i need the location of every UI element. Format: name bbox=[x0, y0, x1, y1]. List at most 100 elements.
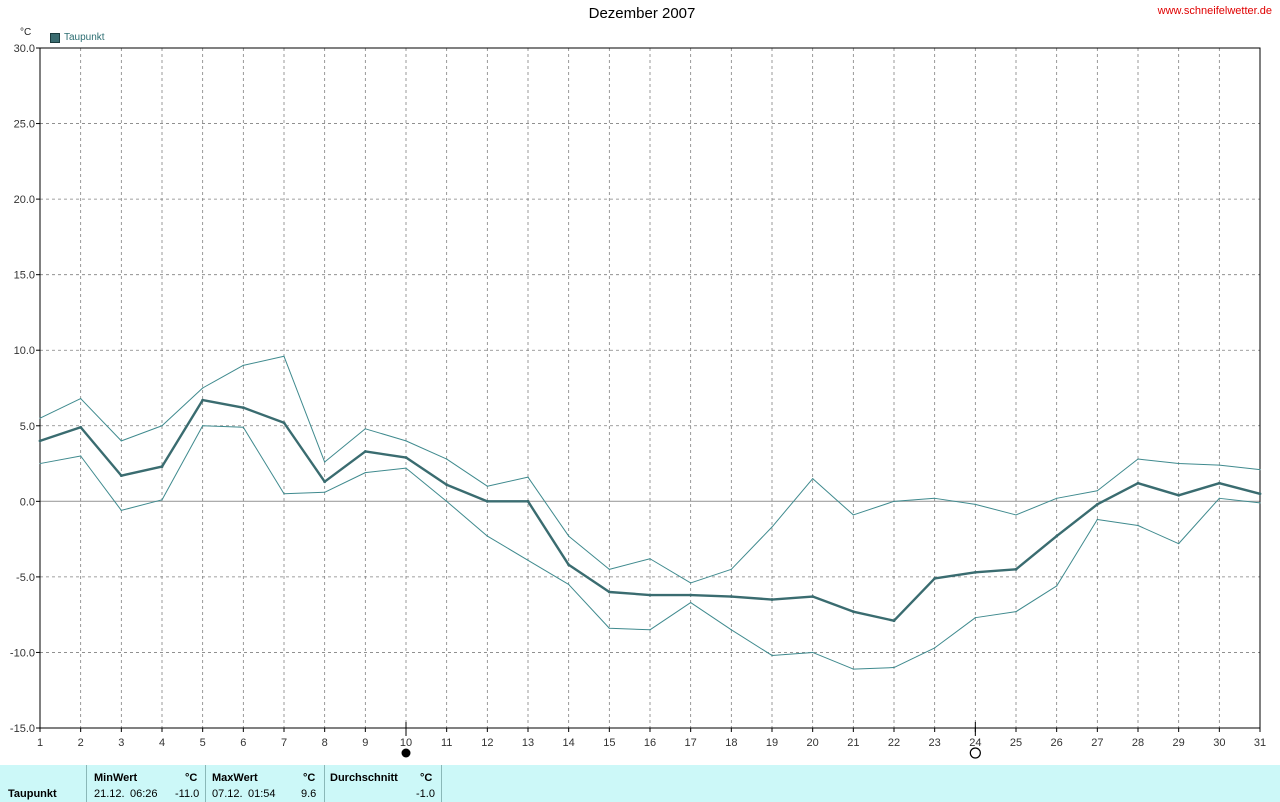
summary-row-label: Taupunkt bbox=[8, 788, 57, 800]
data-point-max bbox=[202, 387, 204, 389]
x-tick-label: 23 bbox=[929, 737, 941, 749]
data-point-mean bbox=[973, 570, 977, 574]
x-tick-label: 28 bbox=[1132, 737, 1144, 749]
full-moon-icon bbox=[969, 747, 981, 759]
x-tick-label: 8 bbox=[322, 737, 328, 749]
data-point-min bbox=[1178, 543, 1180, 545]
data-point-max bbox=[446, 458, 448, 460]
data-point-mean bbox=[851, 610, 855, 614]
data-point-mean bbox=[404, 456, 408, 459]
x-tick-label: 7 bbox=[281, 737, 287, 749]
x-tick-label: 5 bbox=[200, 737, 206, 749]
data-point-max bbox=[161, 425, 163, 427]
data-point-min bbox=[852, 668, 854, 670]
data-point-min bbox=[120, 509, 122, 511]
new-moon-icon bbox=[401, 748, 411, 758]
y-tick-label: 20.0 bbox=[14, 194, 35, 206]
axis-layer: 30.0 25.0 20.0 15.0 10.0 5.0 0.0 -5.0 -10.0 -15.0… bbox=[10, 43, 1266, 749]
data-point-min bbox=[242, 426, 244, 428]
y-tick-label: -15.0 bbox=[10, 723, 35, 735]
grid-layer bbox=[40, 47, 1260, 728]
data-point-max bbox=[568, 535, 570, 537]
data-point-max bbox=[242, 364, 244, 366]
data-point-min bbox=[527, 559, 529, 561]
x-tick-label: 21 bbox=[847, 737, 859, 749]
max-date: 07.12. bbox=[212, 788, 243, 800]
data-point-mean bbox=[648, 593, 652, 597]
data-point-max bbox=[39, 417, 41, 419]
data-point-max bbox=[812, 478, 814, 480]
data-point-mean bbox=[1258, 492, 1262, 496]
data-point-mean bbox=[729, 595, 733, 598]
x-tick-label: 31 bbox=[1254, 737, 1266, 749]
data-point-mean bbox=[689, 593, 693, 597]
data-point-min bbox=[39, 462, 41, 465]
data-point-mean bbox=[1217, 481, 1221, 485]
data-point-max bbox=[649, 558, 651, 560]
data-point-mean bbox=[1014, 567, 1018, 571]
data-point-max bbox=[80, 397, 82, 400]
x-tick-label: 9 bbox=[362, 737, 368, 749]
data-point-mean bbox=[1095, 502, 1099, 506]
max-value: 9.6 bbox=[301, 788, 317, 800]
summary-divider bbox=[86, 765, 87, 802]
data-point-min bbox=[1137, 524, 1139, 527]
data-point-max bbox=[364, 428, 366, 430]
data-point-min bbox=[486, 535, 488, 537]
data-point-mean bbox=[811, 595, 815, 598]
data-point-min bbox=[934, 647, 936, 649]
data-point-max bbox=[771, 526, 773, 528]
data-point-mean bbox=[201, 398, 205, 402]
avg-header: Durchschnitt bbox=[330, 772, 398, 784]
x-tick-label: 29 bbox=[1173, 737, 1185, 749]
summary-divider bbox=[324, 765, 325, 802]
min-time: 06:26 bbox=[130, 788, 158, 800]
data-point-max bbox=[934, 497, 936, 499]
data-point-max bbox=[893, 500, 895, 502]
data-point-mean bbox=[770, 598, 774, 601]
data-point-max bbox=[974, 503, 976, 505]
data-point-min bbox=[324, 491, 326, 493]
data-point-min bbox=[283, 493, 285, 495]
series-layer bbox=[38, 355, 1262, 670]
data-point-min bbox=[608, 627, 610, 629]
x-tick-label: 1 bbox=[37, 737, 43, 749]
min-unit: °C bbox=[185, 772, 198, 784]
data-point-min bbox=[405, 467, 407, 469]
min-value: -11.0 bbox=[175, 788, 200, 800]
moon-marker-layer bbox=[401, 722, 981, 759]
x-tick-label: 17 bbox=[685, 737, 697, 749]
x-tick-label: 20 bbox=[807, 737, 819, 749]
max-header: MaxWert bbox=[212, 772, 258, 784]
data-point-mean bbox=[323, 480, 327, 484]
x-tick-label: 22 bbox=[888, 737, 900, 749]
y-tick-label: 30.0 bbox=[14, 43, 35, 55]
x-tick-label: 2 bbox=[78, 737, 84, 749]
data-point-max bbox=[486, 485, 488, 487]
data-point-mean bbox=[1177, 493, 1181, 497]
data-point-mean bbox=[607, 590, 611, 594]
data-point-max bbox=[1096, 490, 1098, 492]
data-point-max bbox=[1015, 514, 1017, 516]
summary-divider bbox=[441, 765, 442, 802]
data-point-mean bbox=[38, 439, 42, 443]
data-point-max bbox=[852, 514, 854, 516]
avg-value: -1.0 bbox=[416, 788, 435, 800]
x-tick-label: 11 bbox=[441, 737, 452, 749]
data-point-max bbox=[1137, 458, 1139, 460]
data-point-mean bbox=[1055, 534, 1059, 538]
y-axis-unit-label: °C bbox=[20, 27, 32, 38]
data-point-min bbox=[974, 617, 976, 619]
x-tick-label: 26 bbox=[1051, 737, 1063, 749]
data-point-max bbox=[1218, 464, 1220, 466]
x-tick-label: 16 bbox=[644, 737, 656, 749]
data-point-min bbox=[812, 651, 814, 654]
data-point-min bbox=[568, 583, 570, 586]
data-point-max bbox=[1056, 497, 1058, 499]
min-header: MinWert bbox=[94, 772, 138, 784]
data-point-mean bbox=[933, 577, 937, 580]
y-tick-label: 5.0 bbox=[20, 421, 35, 433]
website-link[interactable]: www.schneifelwetter.de bbox=[1157, 5, 1272, 17]
data-point-min bbox=[730, 629, 732, 631]
legend-label: Taupunkt bbox=[64, 32, 105, 43]
